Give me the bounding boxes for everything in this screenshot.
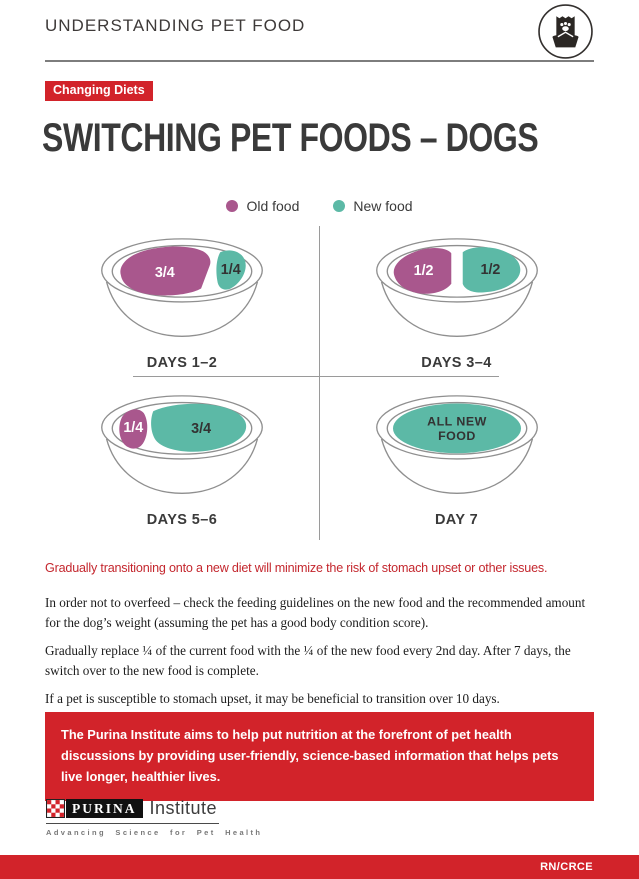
bowl-caption-days-5-6: DAYS 5–6 [146,512,218,528]
mission-callout-box: The Purina Institute aims to help put nu… [45,712,594,801]
bowl-caption-day-7: DAY 7 [434,512,479,528]
diagram-vertical-divider [319,226,320,540]
portion-label-old: 3/4 [155,265,175,281]
bowl-caption-days-3-4: DAYS 3–4 [421,355,492,371]
bowl-cell-days-3-4: 1/2 1/2 DAYS 3–4 [319,226,594,383]
logo-divider [46,823,219,824]
portion-old-three-quarters [120,246,211,296]
bowl-day-7: ALL NEW FOOD [375,395,538,494]
body-paragraph-2: Gradually replace ¼ of the current food … [45,643,571,678]
portion-label-old: 1/2 [413,263,433,279]
legend: Old food New food [45,198,594,214]
body-paragraph-3: If a pet is susceptible to stomach upset… [45,691,500,707]
bowl-cell-days-1-2: 3/4 1/4 DAYS 1–2 [45,226,319,383]
portion-old-half [393,248,451,294]
bowl-grid: 3/4 1/4 DAYS 1–2 1/2 1/2 DAYS 3–4 [45,226,594,540]
footer-code: RN/CRCE [540,861,593,873]
section-tag-badge: Changing Diets [45,81,153,101]
portion-old-one-quarter [119,409,148,449]
portion-new-one-quarter [216,250,246,290]
bowl-cell-day-7: ALL NEW FOOD DAY 7 [319,383,594,540]
bowl-caption-days-1-2: DAYS 1–2 [146,355,218,371]
footer-bar: RN/CRCE [0,855,639,879]
portion-label-new: 1/4 [221,262,241,278]
logo-row: PURINA Institute [46,798,262,818]
legend-label-new: New food [353,198,413,214]
portion-all-new-food [392,403,521,454]
logo-tagline: Advancing Science for Pet Health [46,828,263,837]
institute-wordmark: Institute [149,798,218,818]
old-food-dot-icon [226,200,239,212]
portion-new-three-quarters [151,403,247,452]
pet-food-bag-bowl-icon [538,4,593,59]
bowl-days-5-6: 1/4 3/4 [101,395,263,494]
purina-wordmark: PURINA [66,799,143,818]
body-paragraph-1: In order not to overfeed – check the fee… [45,595,586,630]
page-title: SWITCHING PET FOODS – DOGS [42,116,539,160]
transition-diagram: 3/4 1/4 DAYS 1–2 1/2 1/2 DAYS 3–4 [45,226,594,540]
portion-label-all-new-line1: ALL NEW [427,414,487,428]
portion-new-half [462,247,520,293]
portion-label-old: 1/4 [123,420,143,436]
legend-item-old-food: Old food [226,198,299,214]
portion-label-all-new-line2: FOOD [438,429,476,443]
portion-label-new: 3/4 [191,421,211,437]
header-divider [45,60,594,62]
diagram-horizontal-divider [133,376,499,377]
body-text-block: Gradually transitioning onto a new diet … [45,561,595,718]
purina-institute-logo: PURINA Institute Advancing Science for P… [46,798,263,837]
new-food-dot-icon [333,200,346,212]
lead-sentence: Gradually transitioning onto a new diet … [45,561,548,575]
bowl-days-1-2: 3/4 1/4 [101,238,263,337]
purina-checkerboard-icon [46,799,65,818]
bowl-days-3-4: 1/2 1/2 [375,238,538,337]
bowl-cell-days-5-6: 1/4 3/4 DAYS 5–6 [45,383,319,540]
legend-item-new-food: New food [333,198,413,214]
document-header-title: UNDERSTANDING PET FOOD [45,16,306,35]
legend-label-old: Old food [246,198,300,214]
portion-label-new: 1/2 [480,262,500,278]
